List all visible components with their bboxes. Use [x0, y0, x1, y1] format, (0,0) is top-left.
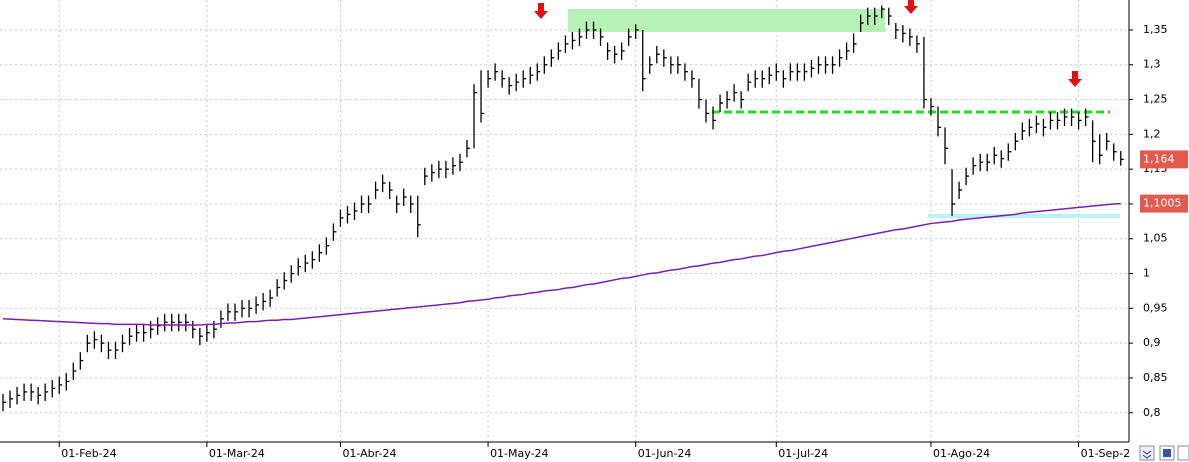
arrow [1068, 71, 1082, 87]
x-tick-label: 01-Jun-24 [638, 447, 692, 460]
x-tick-label: 01-May-24 [490, 447, 548, 460]
price-tag [1140, 194, 1188, 213]
x-tick-label: 01-Mar-24 [209, 447, 265, 460]
y-tick-label: 1,2 [1143, 127, 1161, 140]
arrow [904, 0, 918, 14]
x-tick-label: 01-Jul-24 [778, 447, 828, 460]
menu-button[interactable] [1177, 445, 1189, 461]
y-tick-label: 0,9 [1143, 336, 1161, 349]
y-tick-label: 1,3 [1143, 58, 1161, 71]
y-tick-label: 1,05 [1143, 232, 1168, 245]
y-tick-label: 1,25 [1143, 93, 1168, 106]
arrows [534, 0, 1082, 87]
y-tick-label: 1 [1143, 267, 1150, 280]
arrow [534, 3, 548, 19]
icon [1142, 450, 1152, 459]
scroll-button[interactable] [1139, 445, 1155, 461]
price-tag-label: 1,164 [1143, 152, 1175, 165]
price-tag-label: 1,1005 [1143, 197, 1182, 210]
x-tick-label: 01-Abr-24 [342, 447, 396, 460]
y-tick-label: 0,95 [1143, 301, 1168, 314]
moving-average [2, 202, 1121, 326]
y-tick-label: 0,8 [1143, 406, 1161, 419]
x-tick-label: 01-Feb-24 [61, 447, 116, 460]
plot [2, 5, 1124, 412]
y-tick-label: 1,35 [1143, 23, 1168, 36]
grid [0, 0, 1129, 442]
axis-labels: 0,80,850,90,9511,051,11,151,21,251,31,35… [58, 23, 1188, 460]
price-tag [1140, 150, 1188, 169]
x-tick-label: 01-Sep-2 [1081, 447, 1131, 460]
icon [1163, 449, 1171, 457]
x-tick-label: 01-Ago-24 [933, 447, 990, 460]
y-tick-label: 0,85 [1143, 371, 1168, 384]
toolbar [1139, 445, 1189, 461]
highlight-zone [568, 9, 885, 32]
